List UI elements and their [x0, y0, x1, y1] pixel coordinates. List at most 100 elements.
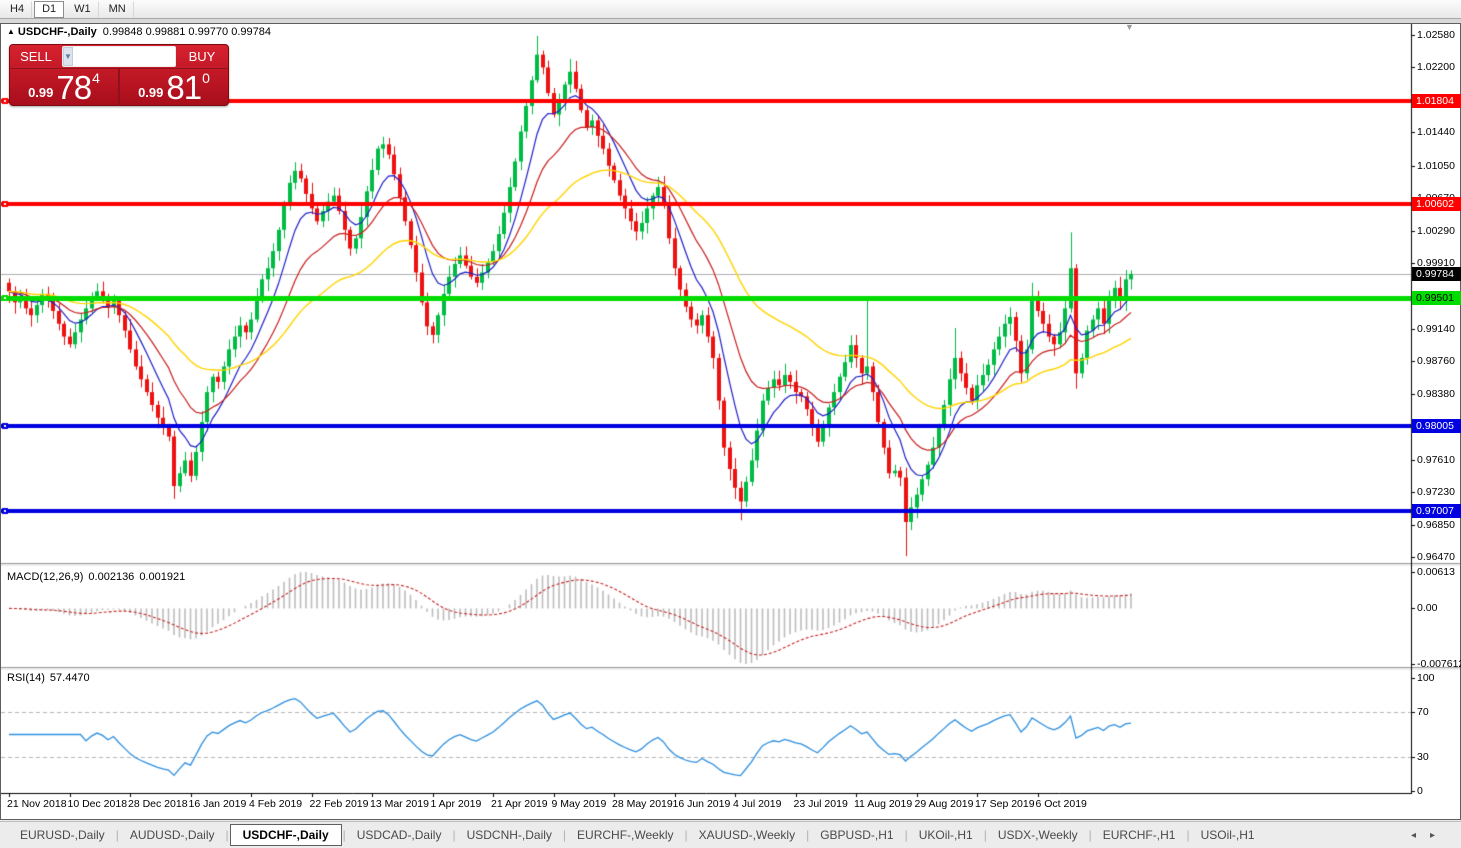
price-level-badge: 0.99501 — [1412, 291, 1461, 305]
chart-tab-eurchf[interactable]: EURCHF-,H1 — [1102, 828, 1176, 842]
date-tick-label: 4 Jul 2019 — [733, 798, 782, 810]
macd-indicator-name: MACD(12,26,9) — [7, 571, 84, 583]
chart-tab-bar: EURUSD-,Daily | AUDUSD-,Daily | USDCHF-,Dail… — [0, 821, 1461, 848]
tab-separator: | — [115, 828, 119, 842]
price-tick-label: 1.02580 — [1417, 29, 1455, 41]
price-level-badge: 0.99784 — [1412, 267, 1461, 281]
tab-separator: | — [684, 828, 688, 842]
date-tick-label: 6 Oct 2019 — [1035, 798, 1087, 810]
chart-tab-usdchf[interactable]: USDCHF-,Daily — [229, 824, 342, 846]
price-tick-label: 0.98760 — [1417, 355, 1455, 367]
date-tick-label: 1 Apr 2019 — [430, 798, 482, 810]
chart-tab-audusd[interactable]: AUDUSD-,Daily — [129, 828, 215, 842]
macd-pane-label: MACD(12,26,9) 0.002136 0.001921 — [7, 571, 190, 583]
timeframe-button-d1[interactable]: D1 — [34, 0, 65, 18]
chart-tab-usdx[interactable]: USDX-,Weekly — [997, 828, 1078, 842]
price-level-badge: 1.00602 — [1412, 197, 1461, 211]
date-tick-label: 29 Aug 2019 — [914, 798, 974, 810]
date-tick-label: 23 Jul 2019 — [793, 798, 848, 810]
buy-price-pipette: 0 — [202, 70, 210, 86]
rsi-indicator-name: RSI(14) — [7, 672, 45, 684]
chart-shift-marker-icon[interactable]: ▼ — [1125, 22, 1134, 32]
volume-decrease-button[interactable]: ▼ — [63, 47, 73, 66]
price-tick-label: 0.99140 — [1417, 323, 1455, 335]
collapse-icon[interactable]: ▲ — [7, 27, 15, 36]
date-tick-label: 16 Jun 2019 — [672, 798, 731, 810]
tab-separator: | — [904, 828, 908, 842]
chevron-down-icon: ▼ — [64, 52, 72, 61]
date-tick-label: 28 May 2019 — [612, 798, 673, 810]
chart-window: ▲ USDCHF-,Daily 0.99848 0.99881 0.99770 0.… — [0, 22, 1461, 820]
chart-tab-eurchf[interactable]: EURCHF-,Weekly — [577, 828, 674, 842]
tab-separator: | — [1186, 828, 1190, 842]
tab-separator: | — [342, 828, 346, 842]
date-tick-label: 22 Feb 2019 — [309, 798, 369, 810]
sell-price-big-digits: 78 — [56, 69, 92, 106]
date-tick-label: 9 May 2019 — [551, 798, 607, 810]
price-tick-label: 0.97610 — [1417, 454, 1455, 466]
sell-price-prefix: 0.99 — [28, 85, 54, 100]
timeframe-button-mn[interactable]: MN — [101, 0, 134, 18]
tab-scroll-left-icon[interactable]: ◂ — [1410, 829, 1430, 841]
date-tick-label: 4 Feb 2019 — [249, 798, 303, 810]
sell-price-pipette: 4 — [92, 70, 100, 86]
price-tick-label: 1.01440 — [1417, 126, 1455, 138]
price-tick-label: 1.00290 — [1417, 225, 1455, 237]
tab-separator: | — [1088, 828, 1092, 842]
buy-price-prefix: 0.99 — [138, 85, 164, 100]
chart-canvas[interactable] — [1, 24, 1460, 819]
volume-input[interactable] — [72, 47, 175, 66]
price-level-badge: 1.01804 — [1412, 94, 1461, 108]
date-tick-label: 13 Mar 2019 — [370, 798, 429, 810]
toolbar-groove — [0, 19, 1461, 23]
price-tick-label: 0.99910 — [1417, 257, 1455, 269]
price-tick-label: 1.01050 — [1417, 160, 1455, 172]
tab-scroll-buttons: ◂▸ — [1411, 830, 1449, 841]
date-tick-label: 17 Sep 2019 — [975, 798, 1035, 810]
rsi-value: 57.4470 — [49, 672, 90, 684]
rsi-tick-label: 30 — [1417, 751, 1429, 763]
chart-title: ▲ USDCHF-,Daily 0.99848 0.99881 0.99770 0.… — [7, 26, 271, 38]
macd-tick-label: 0.00613 — [1417, 566, 1455, 578]
macd-tick-label: -0.0076121 — [1417, 658, 1461, 670]
price-tick-label: 0.96850 — [1417, 519, 1455, 531]
macd-signal-value: 0.001921 — [139, 571, 186, 583]
chart-tab-usdcad[interactable]: USDCAD-,Daily — [356, 828, 442, 842]
timeframe-toolbar: H4 D1 W1 MN — [0, 0, 1461, 19]
timeframe-button-h4[interactable]: H4 — [2, 0, 33, 18]
price-tick-label: 0.98380 — [1417, 388, 1455, 400]
buy-button[interactable]: BUY — [188, 49, 216, 64]
date-tick-label: 28 Dec 2018 — [128, 798, 188, 810]
chart-tab-eurusd[interactable]: EURUSD-,Daily — [20, 828, 105, 842]
tab-separator: | — [452, 828, 456, 842]
rsi-tick-label: 0 — [1417, 785, 1423, 797]
tab-scroll-right-icon[interactable]: ▸ — [1429, 829, 1449, 841]
price-level-badge: 0.97007 — [1412, 504, 1461, 518]
chart-tab-ukoil[interactable]: UKOil-,H1 — [918, 828, 973, 842]
chart-symbol-label: USDCHF-,Daily — [17, 26, 97, 38]
chart-tab-usoil[interactable]: USOil-,H1 — [1200, 828, 1255, 842]
chart-tab-usdcnh[interactable]: USDCNH-,Daily — [466, 828, 552, 842]
price-tick-label: 0.96470 — [1417, 551, 1455, 563]
macd-main-value: 0.002136 — [88, 571, 135, 583]
date-tick-label: 11 Aug 2019 — [854, 798, 913, 810]
timeframe-button-w1[interactable]: W1 — [66, 0, 99, 18]
price-level-badge: 0.98005 — [1412, 419, 1461, 433]
price-tick-label: 1.02200 — [1417, 61, 1455, 73]
rsi-tick-label: 100 — [1417, 672, 1435, 684]
chart-tab-xauusd[interactable]: XAUUSD-,Weekly — [698, 828, 796, 842]
tab-separator: | — [806, 828, 810, 842]
rsi-pane-label: RSI(14) 57.4470 — [7, 672, 95, 684]
chart-ohlc-values: 0.99848 0.99881 0.99770 0.99784 — [102, 26, 271, 38]
date-tick-label: 16 Jan 2019 — [188, 798, 247, 810]
tab-separator: | — [983, 828, 987, 842]
buy-price-big-digits: 81 — [166, 69, 202, 106]
sell-button[interactable]: SELL — [20, 49, 52, 64]
buy-price-button[interactable]: 0.99 81 0 — [120, 69, 228, 106]
tab-separator: | — [562, 828, 567, 842]
chart-tab-gbpusd[interactable]: GBPUSD-,H1 — [820, 828, 894, 842]
sell-price-button[interactable]: 0.99 78 4 — [10, 69, 120, 106]
tab-separator: | — [225, 828, 229, 842]
